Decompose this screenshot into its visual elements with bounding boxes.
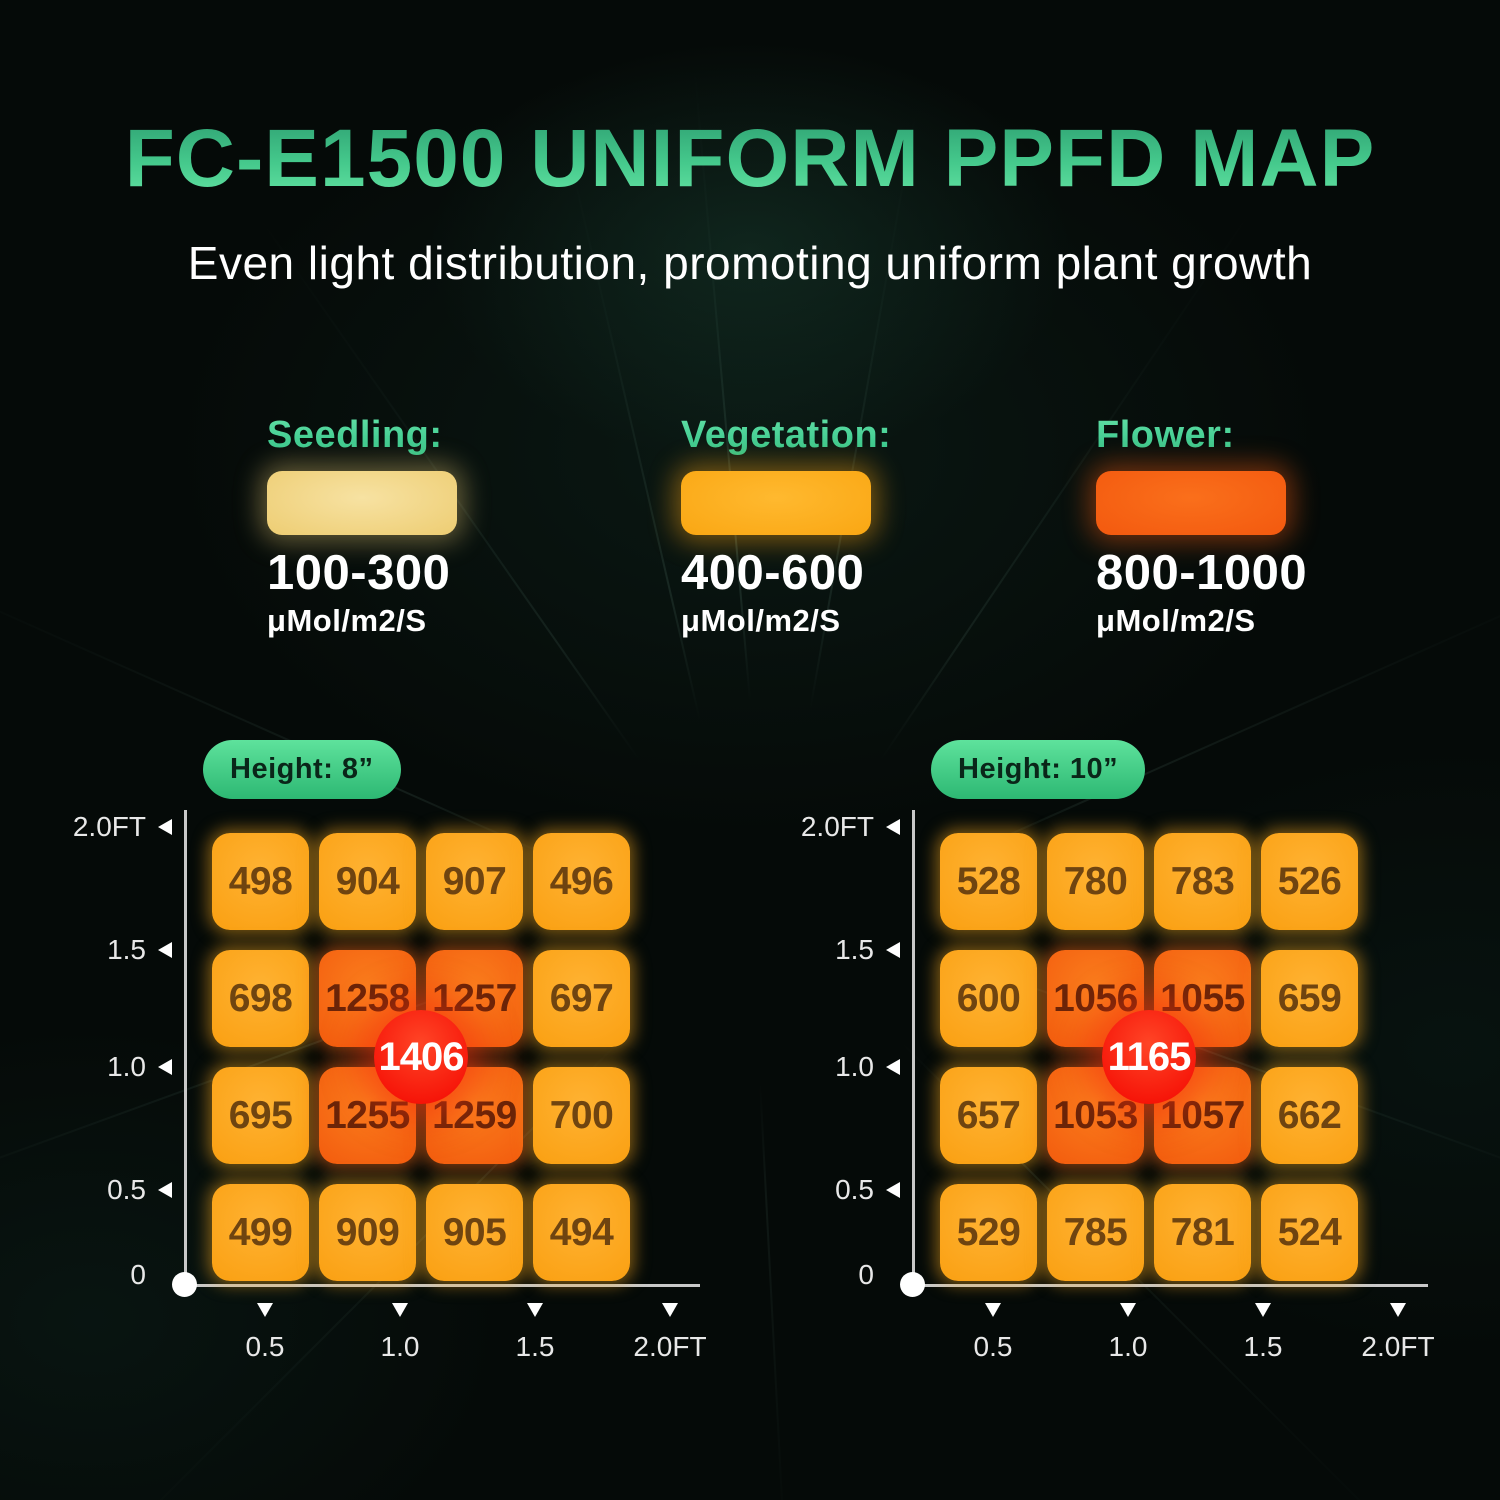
ppfd-chart-height-10in: Height: 10” 2.0FT 1.5 1.0 0.5 0 0.5 1.0 … [728,0,1500,1500]
legend-label-flower: Flower: [1096,414,1326,457]
ppfd-cell: 700 [533,1067,630,1164]
ppfd-cell: 907 [426,833,523,930]
ppfd-chart-height-8in: Height: 8” 2.0FT 1.5 1.0 0.5 0 0.5 1.0 1… [72,740,707,1362]
y-tick-marker [886,942,900,958]
vegetation-range-value: 400-600 [681,546,865,600]
x-axis-label: 0.5 [973,1331,1013,1362]
height-badge: Height: 10” [931,740,1146,799]
seedling-range-unit: μMol/m2/S [267,603,427,638]
flower-color-swatch [1096,471,1286,535]
x-tick-marker [1255,1303,1271,1317]
ppfd-cell: 697 [533,950,630,1047]
y-axis-label: 1.0 [107,1051,146,1082]
ppfd-cell-hot: 1259 [426,1067,523,1164]
x-tick-marker [257,1303,273,1317]
legend-label-seedling: Seedling: [267,414,497,457]
seedling-color-swatch [267,471,457,535]
ppfd-cell: 529 [940,1184,1037,1281]
x-tick-marker [1390,1303,1406,1317]
page-title: FC-E1500 UNIFORM PPFD MAP [0,118,1500,200]
legend-item-flower: Flower: 800-1000 μMol/m2/S [1096,414,1326,639]
ppfd-cell: 783 [1154,833,1251,930]
flower-range-unit: μMol/m2/S [1096,603,1256,638]
axis-origin-dot [172,1272,197,1297]
vegetation-color-swatch [681,471,871,535]
ppfd-cell: 526 [1261,833,1358,930]
ppfd-cell: 494 [533,1184,630,1281]
ppfd-cell: 600 [940,950,1037,1047]
ppfd-cell: 904 [319,833,416,930]
legend-item-seedling: Seedling: 100-300 μMol/m2/S [267,414,497,639]
x-axis-line [912,1284,1428,1287]
seedling-range-value: 100-300 [267,546,451,600]
y-axis-label: 1.5 [835,934,874,965]
y-axis-label: 0 [130,1259,146,1290]
ppfd-cell: 909 [319,1184,416,1281]
ppfd-cell: 781 [1154,1184,1251,1281]
y-axis-label: 0.5 [835,1174,874,1205]
height-badge: Height: 8” [203,740,401,799]
y-axis-line [912,810,915,1286]
y-tick-marker [886,819,900,835]
x-tick-marker [527,1303,543,1317]
ppfd-cell: 499 [212,1184,309,1281]
x-axis-label: 2.0FT [1361,1331,1435,1362]
x-axis-label: 1.0 [1108,1331,1148,1362]
x-tick-marker [1120,1303,1136,1317]
peak-ppfd-bubble: 1406 [374,1010,468,1104]
y-axis-label: 1.5 [107,934,146,965]
ppfd-cell: 498 [212,833,309,930]
y-tick-marker [158,819,172,835]
y-axis-label: 1.0 [835,1051,874,1082]
x-tick-marker [662,1303,678,1317]
ppfd-cell: 496 [533,833,630,930]
y-tick-marker [886,1059,900,1075]
background-glow [430,40,1070,460]
ppfd-cell: 662 [1261,1067,1358,1164]
ppfd-grid: 498 904 907 496 698 1258 1257 697 695 12… [212,833,630,1281]
axis-origin-dot [900,1272,925,1297]
y-axis-label: 2.0FT [800,811,874,842]
x-tick-marker [985,1303,1001,1317]
y-axis-label: 0 [858,1259,874,1290]
y-tick-marker [158,942,172,958]
ppfd-cell-hot: 1057 [1154,1067,1251,1164]
x-axis-label: 1.5 [1243,1331,1283,1362]
ppfd-cell: 528 [940,833,1037,930]
y-tick-marker [158,1182,172,1198]
y-tick-marker [886,1182,900,1198]
y-axis-line [184,810,187,1286]
x-axis-line [184,1284,700,1287]
x-axis-label: 2.0FT [633,1331,707,1362]
ppfd-cell: 657 [940,1067,1037,1164]
x-axis-label: 1.0 [380,1331,420,1362]
vegetation-range-unit: μMol/m2/S [681,603,841,638]
ppfd-cell: 905 [426,1184,523,1281]
ppfd-cell: 780 [1047,833,1144,930]
ppfd-cell: 785 [1047,1184,1144,1281]
x-axis-label: 1.5 [515,1331,555,1362]
x-axis-label: 0.5 [245,1331,285,1362]
ppfd-cell: 524 [1261,1184,1358,1281]
ppfd-cell: 695 [212,1067,309,1164]
subtitle: Even light distribution, promoting unifo… [187,237,1313,289]
y-axis-label: 2.0FT [72,811,146,842]
flower-range-value: 800-1000 [1096,546,1308,600]
ppfd-cell: 698 [212,950,309,1047]
legend-label-vegetation: Vegetation: [681,414,911,457]
y-tick-marker [158,1059,172,1075]
y-axis-label: 0.5 [107,1174,146,1205]
ppfd-cell: 659 [1261,950,1358,1047]
x-tick-marker [392,1303,408,1317]
peak-ppfd-bubble: 1165 [1102,1010,1196,1104]
legend-item-vegetation: Vegetation: 400-600 μMol/m2/S [681,414,911,639]
